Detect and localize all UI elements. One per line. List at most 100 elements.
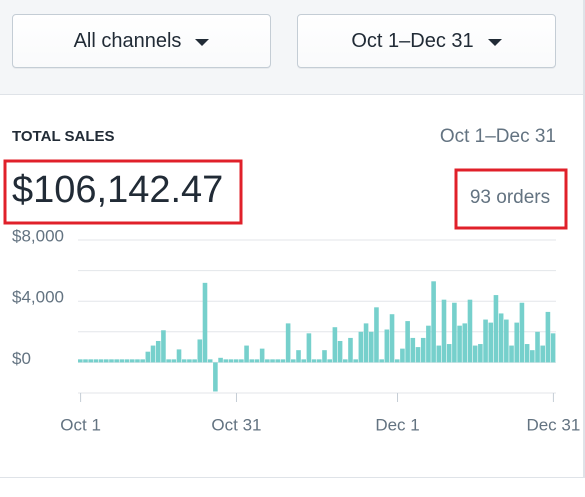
bar <box>363 323 369 363</box>
bar <box>514 322 520 363</box>
bar <box>457 325 462 363</box>
x-tick-label: Oct 31 <box>211 415 261 434</box>
bar <box>306 333 312 363</box>
bar <box>519 302 525 363</box>
bar <box>498 313 504 363</box>
bar <box>493 295 499 363</box>
bar <box>155 340 161 363</box>
bar <box>249 359 255 363</box>
channel-filter[interactable]: All channels <box>12 14 271 68</box>
bar <box>270 359 275 363</box>
bar <box>129 359 135 363</box>
bar <box>161 330 166 363</box>
y-tick-label: $8,000 <box>12 226 64 245</box>
bar <box>83 359 88 363</box>
bar <box>452 302 457 363</box>
sales-card: TOTAL SALES Oct 1–Dec 31 $106,142.47 93 … <box>3 126 580 434</box>
bar <box>426 325 431 363</box>
border <box>0 477 585 478</box>
orders: 93 orders <box>470 187 550 208</box>
bar <box>353 359 358 363</box>
bar <box>280 359 286 363</box>
bar <box>379 359 384 363</box>
bar <box>374 307 379 363</box>
bar <box>348 337 353 363</box>
bar <box>384 329 390 363</box>
bar <box>150 345 156 363</box>
bar <box>467 299 473 363</box>
bar <box>275 359 281 363</box>
bar <box>265 359 270 363</box>
bar <box>223 359 229 363</box>
bar <box>530 350 535 363</box>
bar <box>140 359 145 363</box>
bar <box>296 350 301 363</box>
bar <box>181 359 187 363</box>
bar <box>311 359 317 363</box>
bar <box>462 323 468 363</box>
bar <box>504 319 509 363</box>
bar <box>166 359 171 363</box>
bar <box>322 350 327 363</box>
date-filter[interactable]: Oct 1–Dec 31 <box>297 14 556 68</box>
period: Oct 1–Dec 31 <box>440 126 556 147</box>
bar <box>285 323 291 363</box>
bar <box>228 359 234 363</box>
button-label: All channels <box>73 29 182 52</box>
bar <box>327 359 332 363</box>
x-tick-label: Dec 31 <box>526 415 580 434</box>
bar <box>400 348 405 363</box>
bar <box>342 359 348 363</box>
bar <box>218 357 223 363</box>
bar <box>420 337 426 363</box>
bar <box>114 359 119 363</box>
bar <box>301 359 307 363</box>
bar <box>78 359 83 363</box>
bar <box>446 344 452 363</box>
bar <box>332 327 338 363</box>
bar <box>317 359 322 363</box>
bar <box>254 359 260 363</box>
bar <box>472 345 478 363</box>
bar <box>233 359 239 363</box>
bar <box>213 362 218 392</box>
y-tick-label: $4,000 <box>12 288 64 307</box>
bar <box>394 359 400 363</box>
bar <box>244 345 249 363</box>
bar <box>207 359 213 363</box>
bar <box>405 321 410 363</box>
bar <box>540 345 546 363</box>
bar <box>197 339 203 363</box>
bar <box>145 351 151 363</box>
bar <box>441 299 447 363</box>
highlight-box <box>3 159 243 225</box>
bar <box>187 359 192 363</box>
bar <box>192 359 197 363</box>
caret <box>195 38 210 46</box>
bar <box>483 319 488 363</box>
bar <box>119 359 125 363</box>
bar <box>135 359 140 363</box>
card-title: TOTAL SALES <box>12 128 115 145</box>
bar <box>478 344 483 363</box>
bar <box>124 359 130 363</box>
bar <box>358 331 364 363</box>
bar <box>410 337 416 363</box>
bar <box>509 345 514 363</box>
y-tick-label: $0 <box>12 349 31 368</box>
bar <box>98 359 104 363</box>
bar <box>389 314 395 363</box>
bar <box>202 282 208 363</box>
caret <box>487 38 502 46</box>
bar <box>415 347 421 363</box>
border <box>583 0 585 478</box>
bar <box>488 322 494 363</box>
filter-bar: All channels Oct 1–Dec 31 <box>0 0 583 95</box>
bar <box>524 344 530 363</box>
bar <box>103 359 109 363</box>
bar <box>535 331 540 363</box>
bar <box>436 345 442 363</box>
x-tick-label: Oct 1 <box>60 415 101 434</box>
bar <box>550 333 556 363</box>
